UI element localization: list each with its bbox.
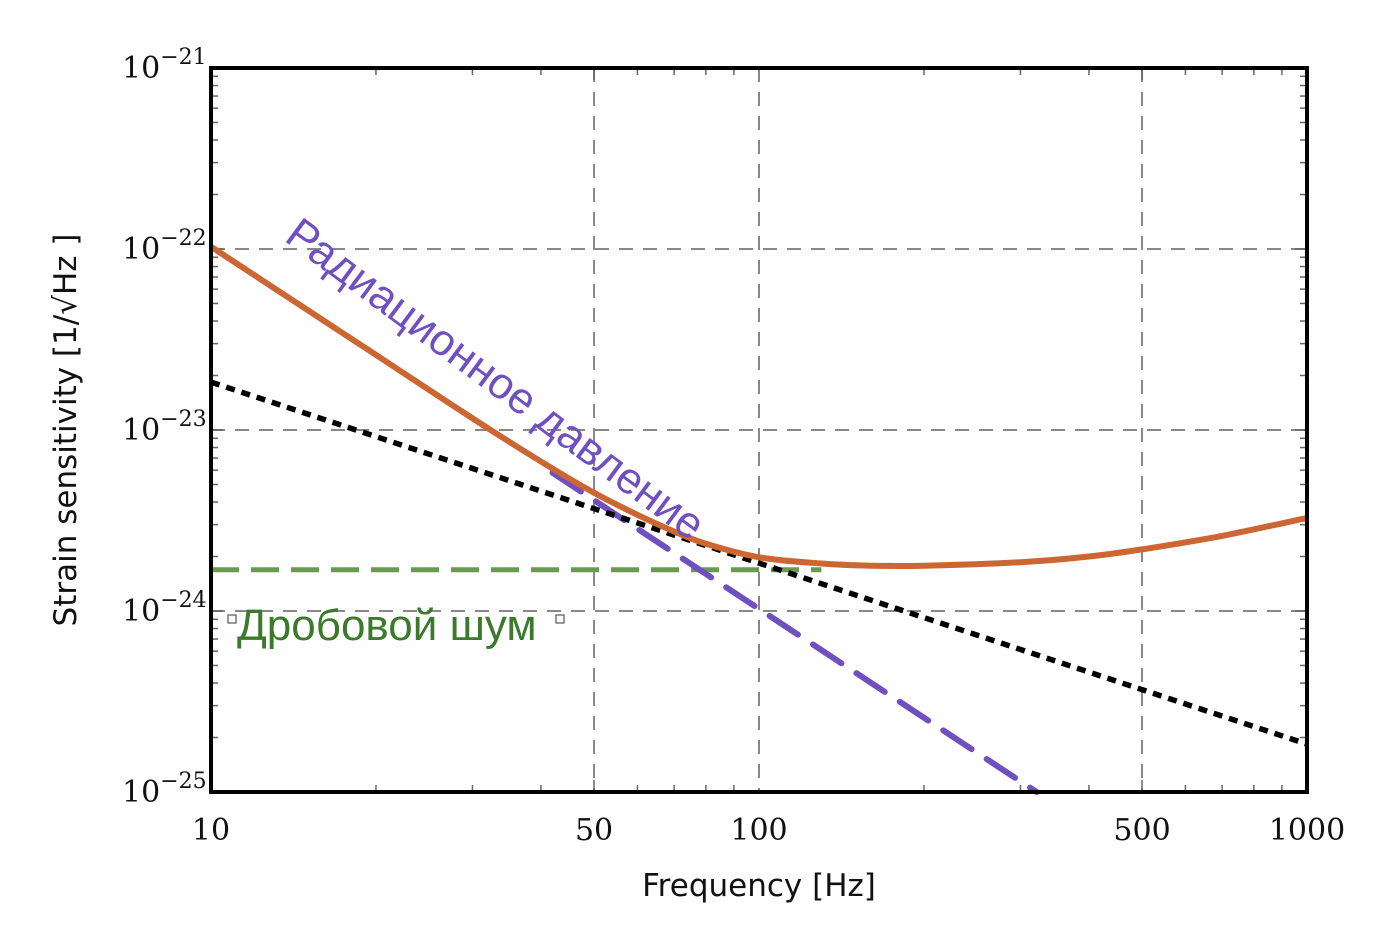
shot-noise-label: Дробовой шум [237, 601, 537, 650]
sql-dotted-line [210, 379, 1308, 747]
grid-lines [211, 68, 1307, 792]
y-tick-base: 10 [122, 413, 160, 448]
y-tick-label: 10−25 [122, 769, 207, 810]
x-tick-label: 10 [192, 813, 230, 848]
y-tick-base: 10 [122, 51, 160, 86]
radiation-pressure-line [549, 469, 1040, 795]
y-axis-label: Strain sensitivity [1/√Hz ] [48, 234, 84, 627]
small-square-marker [227, 614, 237, 624]
y-tick-label: 10−24 [122, 588, 207, 629]
y-tick-label: 10−23 [122, 407, 207, 448]
shot-noise-label-group: Дробовой шум [227, 601, 565, 650]
y-tick-exponent: −24 [160, 588, 206, 613]
x-tick-label: 500 [1113, 813, 1170, 848]
y-tick-exponent: −25 [160, 769, 206, 794]
y-tick-base: 10 [122, 232, 160, 267]
y-tick-exponent: −22 [160, 226, 206, 251]
x-tick-label: 100 [730, 813, 787, 848]
y-tick-base: 10 [122, 775, 160, 810]
small-square-marker [555, 614, 565, 624]
y-tick-label: 10−21 [122, 45, 207, 86]
y-tick-exponent: −23 [160, 407, 206, 432]
x-tick-label: 1000 [1269, 813, 1345, 848]
y-tick-exponent: −21 [160, 45, 206, 70]
x-axis-label: Frequency [Hz] [642, 868, 876, 904]
y-tick-label: 10−22 [122, 226, 207, 267]
x-tick-labels: 10 50 100 500 1000 [192, 813, 1345, 848]
x-tick-label: 50 [575, 813, 613, 848]
radiation-pressure-label: Радиационное давление [277, 209, 714, 550]
total-noise-curve [209, 244, 1308, 569]
series-group [209, 244, 1308, 795]
y-tick-base: 10 [122, 594, 160, 629]
plot-frame [209, 66, 1309, 794]
